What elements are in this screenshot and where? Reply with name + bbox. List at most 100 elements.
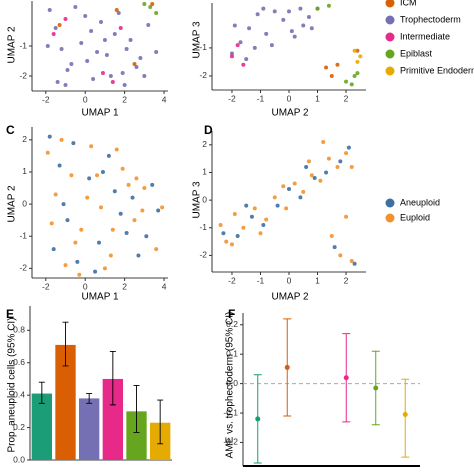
- point: [289, 29, 294, 34]
- point: [51, 247, 56, 252]
- point: [221, 231, 226, 236]
- point: [140, 208, 145, 213]
- point: [110, 80, 115, 84]
- point: [134, 65, 139, 69]
- point: [315, 6, 320, 11]
- x-tick-label: 2: [344, 275, 349, 285]
- point: [329, 73, 334, 78]
- point: [298, 6, 303, 11]
- legend-label: Intermediate: [400, 31, 450, 41]
- point: [148, 5, 153, 9]
- point: [235, 234, 240, 239]
- point: [229, 242, 234, 247]
- point: [73, 240, 78, 245]
- y-tick-label: 0.1: [226, 348, 238, 358]
- point: [309, 26, 314, 31]
- x-tick-label: -2: [42, 94, 50, 104]
- y-tick-label: 0.0: [13, 454, 25, 464]
- point: [77, 272, 82, 277]
- point: [114, 8, 119, 12]
- x-tick-label: 0: [83, 94, 88, 104]
- point: [241, 62, 246, 67]
- legend-swatch: [385, 49, 395, 59]
- y-tick-label: -2: [19, 70, 27, 80]
- point: [244, 57, 249, 62]
- legend-label: Aneuploid: [400, 197, 440, 207]
- point: [264, 31, 269, 36]
- point: [338, 159, 343, 164]
- point: [344, 151, 349, 156]
- bar: [55, 344, 76, 460]
- point: [112, 189, 117, 194]
- point: [287, 9, 291, 14]
- point: [53, 26, 58, 30]
- point: [301, 189, 306, 194]
- x-axis-label: UMAP 2: [271, 292, 308, 303]
- point: [136, 253, 141, 258]
- point: [89, 144, 94, 149]
- legend-swatch: [385, 198, 395, 208]
- point: [45, 150, 50, 155]
- x-tick-label: -1: [257, 93, 265, 103]
- point: [89, 29, 94, 33]
- point: [352, 48, 357, 53]
- error-bar: [109, 350, 116, 406]
- point: [261, 223, 266, 227]
- y-tick-label: -2: [199, 250, 207, 260]
- point: [93, 269, 98, 274]
- point: [47, 8, 52, 12]
- y-tick-label: 0.8: [13, 325, 25, 335]
- point: [224, 239, 229, 244]
- point: [100, 169, 105, 174]
- point: [63, 17, 68, 21]
- point: [57, 163, 62, 168]
- point: [229, 54, 234, 59]
- point: [104, 53, 109, 57]
- point: [146, 23, 151, 27]
- point: [124, 231, 129, 236]
- x-axis-label: UMAP 2: [271, 108, 308, 119]
- point: [329, 234, 334, 239]
- point: [142, 74, 147, 78]
- legend-swatch: [385, 66, 395, 76]
- point: [349, 82, 354, 87]
- x-axis-label: UMAP 1: [81, 292, 118, 303]
- x-axis-label: UMAP 1: [81, 108, 118, 119]
- point: [355, 48, 360, 53]
- point: [301, 23, 306, 28]
- y-axis-label: AME vs. trophectoderm (95% CI): [225, 312, 236, 459]
- y-tick-label: 1: [22, 166, 27, 176]
- point: [55, 80, 60, 84]
- legend-label: Primitive Endoderm: [400, 65, 474, 75]
- x-tick-label: 2: [344, 93, 349, 103]
- y-tick-label: -2: [199, 70, 207, 80]
- point: [343, 375, 349, 381]
- y-axis-label: UMAP 2: [7, 26, 18, 63]
- point: [126, 182, 131, 187]
- point: [122, 83, 127, 87]
- point: [281, 17, 286, 22]
- point: [142, 186, 147, 191]
- error-bar: [62, 321, 69, 367]
- point: [63, 83, 68, 87]
- point: [338, 253, 343, 258]
- point: [116, 11, 121, 15]
- bar: [31, 393, 53, 460]
- point: [287, 187, 291, 192]
- legend-swatch: [385, 0, 395, 8]
- point: [247, 26, 252, 31]
- point: [326, 156, 331, 161]
- legend-swatch: [385, 213, 395, 223]
- point: [352, 261, 357, 266]
- point: [255, 12, 260, 17]
- point: [346, 145, 351, 150]
- point: [83, 14, 88, 18]
- x-tick-label: -2: [228, 93, 236, 103]
- error-bar: [38, 381, 45, 404]
- x-tick-label: 1: [315, 93, 320, 103]
- point: [306, 15, 311, 20]
- error-bar: [401, 378, 410, 458]
- point: [108, 253, 113, 258]
- point: [160, 205, 165, 210]
